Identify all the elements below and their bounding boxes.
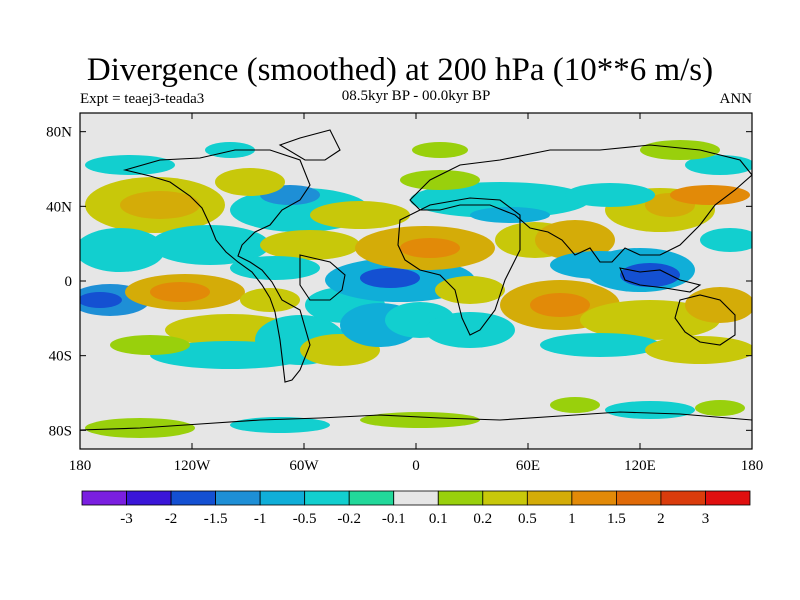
africa-coastline [397, 197, 521, 336]
colorbar-swatch [482, 490, 528, 506]
east-pacific-dark-blue [80, 292, 122, 308]
colorbar-swatch [660, 490, 706, 506]
period-label: 08.5kyr BP - 00.0kyr BP [341, 88, 491, 104]
north-pacific-west-orange [670, 185, 750, 205]
equatorial-atlantic-core [360, 268, 420, 288]
west-pacific-dark-blue [620, 263, 680, 287]
colorbar-swatch [705, 490, 751, 506]
y-axis: 80N 40N 0 40S 80S [46, 125, 752, 439]
colorbar-swatch [526, 490, 573, 506]
colorbar-label: -0.2 [337, 511, 361, 527]
peru-yellow [240, 288, 300, 312]
y-tick-label: 40N [46, 199, 72, 215]
australia-yellow [580, 300, 720, 340]
bering-cyan [685, 155, 752, 175]
y-tick-label: 40S [49, 349, 72, 365]
south-america-east-coastline [299, 254, 346, 301]
season-label: ANN [719, 91, 753, 107]
north-atlantic-yellow [310, 201, 410, 229]
colorbar-label: 1.5 [607, 511, 626, 527]
experiment-label: Expt = teaej3-teada3 [80, 91, 205, 107]
south-africa-cyan [425, 312, 515, 348]
colorbar-label: -0.5 [293, 511, 317, 527]
greenland-coastline [278, 129, 341, 161]
north-america-yellow [215, 168, 285, 196]
tropical-pacific-cyan [80, 228, 165, 272]
x-tick-label: 180 [69, 458, 92, 474]
map-title: Divergence (smoothed) at 200 hPa (10**6 … [86, 52, 714, 88]
y-tick-label: 0 [65, 274, 73, 290]
colorbar-swatch [571, 490, 617, 506]
south-pacific-green [110, 335, 190, 355]
tibet-cyan [565, 183, 655, 207]
north-africa-orange-core [400, 238, 460, 258]
colorbar-label: 0.1 [429, 511, 448, 527]
colorbar-swatch [616, 490, 662, 506]
colorbar-label: 3 [702, 511, 710, 527]
ross-sea-green [695, 400, 745, 416]
x-tick-label: 120W [174, 458, 212, 474]
east-pacific-cyan [150, 225, 270, 265]
indian-ocean-orange-core [530, 293, 590, 317]
alaska-cyan [85, 155, 175, 175]
southern-ocean-green [360, 412, 480, 428]
colorbar-swatch [437, 490, 484, 506]
colorbar-swatch [81, 490, 127, 506]
southwest-pacific-orange [685, 287, 752, 323]
caribbean-yellow [260, 230, 360, 260]
x-tick-label: 60W [289, 458, 319, 474]
x-tick-label: 0 [412, 458, 420, 474]
east-pacific-orange-core [150, 282, 210, 302]
x-tick-label: 60E [516, 458, 540, 474]
colorbar-label: -0.1 [382, 511, 406, 527]
x-tick-label: 120E [624, 458, 656, 474]
west-pacific-north-cyan [700, 228, 752, 252]
arctic-green [412, 142, 468, 158]
x-axis: 180 120W 60W 0 60E 120E 180 [69, 113, 764, 474]
maritime-continent-coastline [619, 267, 702, 293]
india-north-orange [535, 220, 615, 260]
colorbar-swatch [348, 490, 395, 506]
eurasia-coastline [409, 144, 752, 263]
colorbar-swatch [215, 490, 261, 506]
europe-blue [470, 207, 550, 223]
siberia-green [640, 140, 720, 160]
colorbar-label: -1 [254, 511, 267, 527]
y-tick-label: 80N [46, 125, 72, 141]
europe-green [400, 170, 480, 190]
colorbar-label: 0.2 [473, 511, 492, 527]
colorbar-swatch [304, 490, 350, 506]
colorbar-swatch [170, 490, 216, 506]
central-america-cyan [230, 256, 320, 280]
southern-ocean-cyan [230, 417, 330, 433]
colorbar-label: 0.5 [518, 511, 537, 527]
colorbar-swatch [393, 490, 439, 506]
antarctic-green-small [550, 397, 600, 413]
antarctica-coastline [80, 411, 752, 431]
colorbar-label: -2 [165, 511, 178, 527]
colorbar-label: -1.5 [204, 511, 228, 527]
central-africa-yellow [435, 276, 505, 304]
colorbar-swatch [126, 490, 172, 506]
americas-coastline [122, 149, 311, 383]
colorbar-label: 2 [657, 511, 665, 527]
north-pacific-orange-core [120, 191, 200, 219]
colorbar-label: 1 [568, 511, 576, 527]
coastlines [80, 129, 752, 431]
tasman-yellow [645, 336, 752, 364]
south-indian-cyan [540, 333, 660, 357]
colorbar: -3 -2 -1.5 -1 -0.5 -0.2 -0.1 0.1 0.2 0.5 1 1.5 2 3 [81, 490, 751, 527]
australia-coastline [674, 294, 736, 346]
colorbar-label: -3 [120, 511, 133, 527]
y-tick-label: 80S [49, 423, 72, 439]
antarctic-cyan [605, 401, 695, 419]
x-tick-label: 180 [741, 458, 764, 474]
colorbar-swatch [259, 490, 306, 506]
